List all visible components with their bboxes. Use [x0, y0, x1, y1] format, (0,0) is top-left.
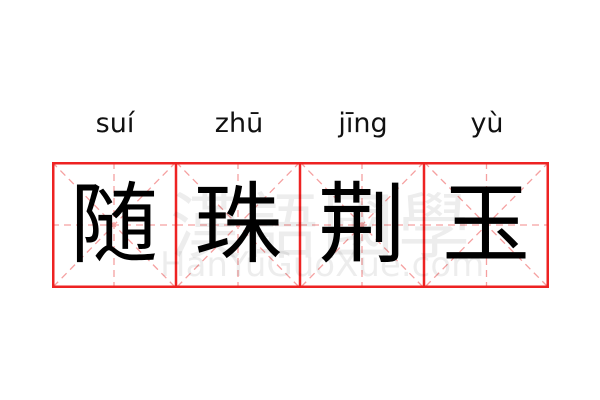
character: 珠 — [193, 173, 282, 276]
guide-lines — [52, 162, 176, 288]
grid-border — [52, 162, 549, 288]
character: 随 — [69, 173, 158, 276]
grid-cell: 荆 — [300, 162, 424, 288]
pinyin-2: zhū — [214, 108, 264, 139]
pinyin-1: suí — [95, 108, 135, 139]
guide-lines — [300, 162, 424, 288]
grid-cell: 随 — [52, 162, 176, 288]
guide-lines — [424, 162, 549, 288]
character: 荆 — [317, 173, 406, 276]
character: 玉 — [441, 173, 530, 276]
pinyin-4: yù — [470, 108, 504, 139]
grid-cell: 玉 — [424, 162, 549, 288]
guide-lines — [176, 162, 300, 288]
grid-cell: 珠 — [176, 162, 300, 288]
pinyin-3: jīng — [338, 108, 388, 139]
character-grid: 随 珠 荆 玉 — [52, 162, 549, 288]
